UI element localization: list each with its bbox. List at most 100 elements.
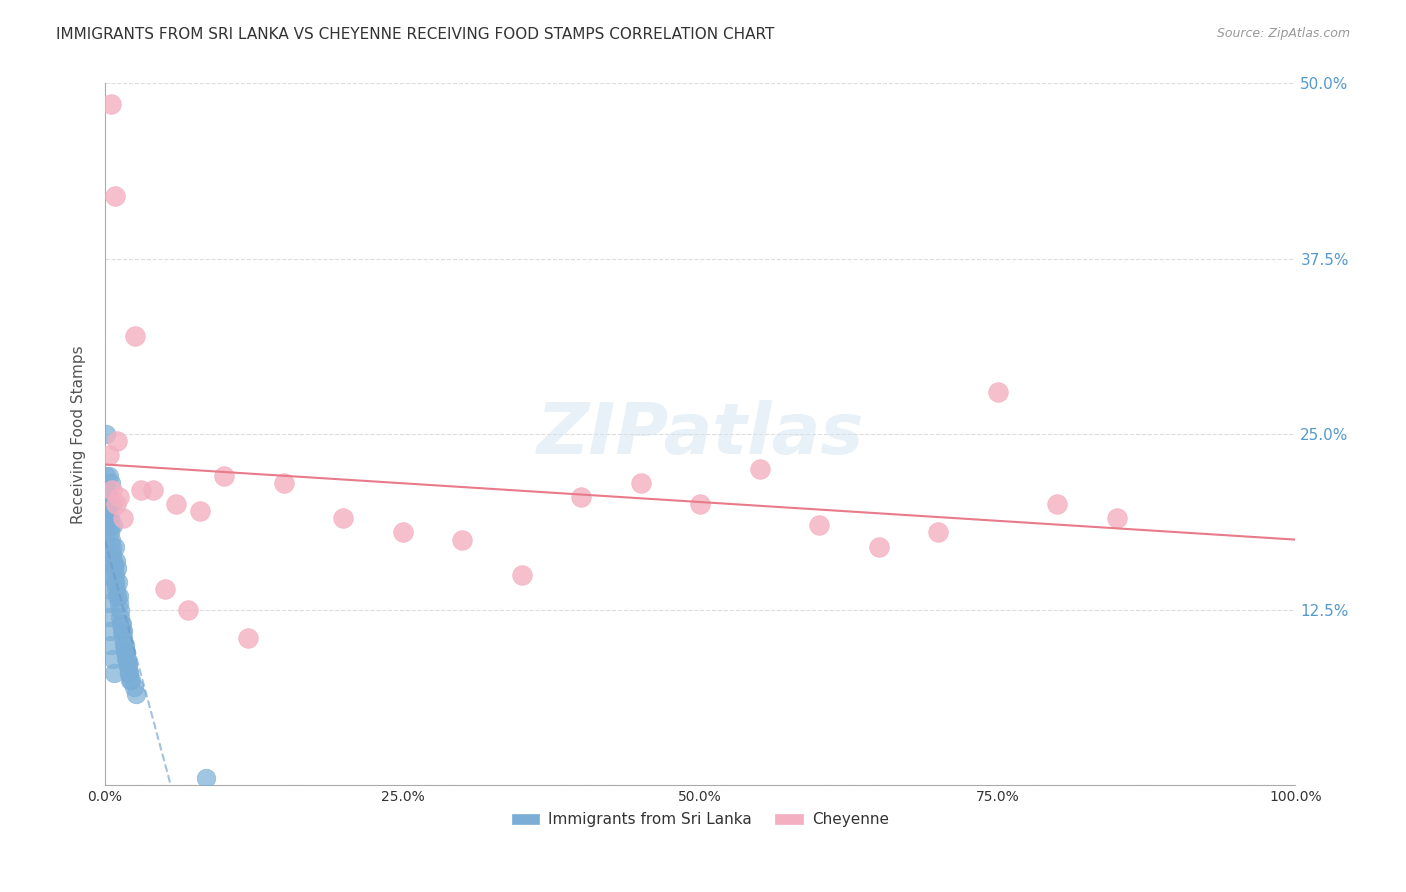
Point (98, 511, 121, 525)
Point (129, 483, 152, 498)
Point (118, 665, 141, 680)
Point (107, 574, 129, 589)
Point (94, 567, 117, 582)
Point (98, 491, 121, 505)
Point (94, 469, 117, 483)
Point (124, 329, 146, 343)
Point (868, 540, 890, 554)
Point (96, 491, 118, 505)
Point (195, 771, 218, 785)
Point (105, 434, 128, 449)
Point (451, 533, 474, 547)
Point (114, 638, 136, 652)
Point (98, 525, 121, 540)
Point (987, 385, 1010, 400)
Point (97, 504, 120, 518)
Point (212, 469, 235, 483)
Point (391, 525, 413, 540)
Point (118, 665, 141, 680)
Point (332, 511, 354, 525)
Point (112, 638, 135, 652)
Point (94, 427, 117, 442)
Point (98, 609, 121, 624)
Text: ZIPatlas: ZIPatlas (537, 400, 863, 469)
Point (101, 483, 124, 498)
Y-axis label: Receiving Food Stamps: Receiving Food Stamps (72, 345, 86, 524)
Point (153, 582, 176, 596)
Point (177, 602, 200, 616)
Point (117, 658, 139, 673)
Point (114, 645, 136, 659)
Point (112, 631, 135, 645)
Point (97, 596, 120, 610)
Point (101, 652, 124, 666)
Point (103, 540, 125, 554)
Point (142, 483, 165, 498)
Point (120, 673, 142, 687)
Point (115, 652, 138, 666)
Point (96, 483, 118, 498)
Point (107, 589, 129, 603)
Point (125, 687, 148, 701)
Point (927, 525, 949, 540)
Point (236, 631, 259, 645)
Point (808, 518, 831, 533)
Point (111, 624, 134, 638)
Point (96, 582, 118, 596)
Point (101, 498, 124, 512)
Point (122, 680, 145, 694)
Point (103, 518, 125, 533)
Point (100, 638, 122, 652)
Point (104, 498, 127, 512)
Point (118, 673, 141, 687)
Point (104, 567, 127, 582)
Point (96, 498, 118, 512)
Text: Source: ZipAtlas.com: Source: ZipAtlas.com (1216, 27, 1350, 40)
Point (97, 511, 120, 525)
Point (105, 582, 128, 596)
Point (188, 504, 211, 518)
Point (100, 476, 122, 491)
Point (94, 553, 117, 567)
Point (111, 511, 134, 525)
Point (101, 553, 124, 567)
Point (97, 448, 120, 462)
Point (100, 97, 122, 112)
Point (165, 498, 187, 512)
Point (97, 504, 120, 518)
Point (103, 665, 125, 680)
Point (1046, 498, 1069, 512)
Point (100, 540, 122, 554)
Legend: Immigrants from Sri Lanka, Cheyenne: Immigrants from Sri Lanka, Cheyenne (506, 806, 894, 834)
Point (100, 533, 122, 547)
Point (110, 602, 132, 616)
Point (111, 624, 134, 638)
Point (104, 553, 127, 567)
Point (111, 616, 134, 631)
Point (117, 658, 139, 673)
Point (101, 547, 124, 561)
Point (273, 476, 295, 491)
Point (97, 498, 120, 512)
Point (104, 574, 127, 589)
Point (108, 491, 131, 505)
Point (569, 491, 592, 505)
Point (689, 498, 711, 512)
Point (96, 483, 118, 498)
Point (107, 596, 129, 610)
Point (115, 652, 138, 666)
Point (630, 476, 652, 491)
Point (96, 525, 118, 540)
Point (510, 567, 533, 582)
Text: IMMIGRANTS FROM SRI LANKA VS CHEYENNE RECEIVING FOOD STAMPS CORRELATION CHART: IMMIGRANTS FROM SRI LANKA VS CHEYENNE RE… (56, 27, 775, 42)
Point (103, 560, 125, 574)
Point (108, 609, 131, 624)
Point (98, 624, 121, 638)
Point (748, 462, 770, 476)
Point (110, 616, 132, 631)
Point (1105, 511, 1128, 525)
Point (108, 589, 131, 603)
Point (105, 560, 128, 574)
Point (114, 645, 136, 659)
Point (103, 188, 125, 202)
